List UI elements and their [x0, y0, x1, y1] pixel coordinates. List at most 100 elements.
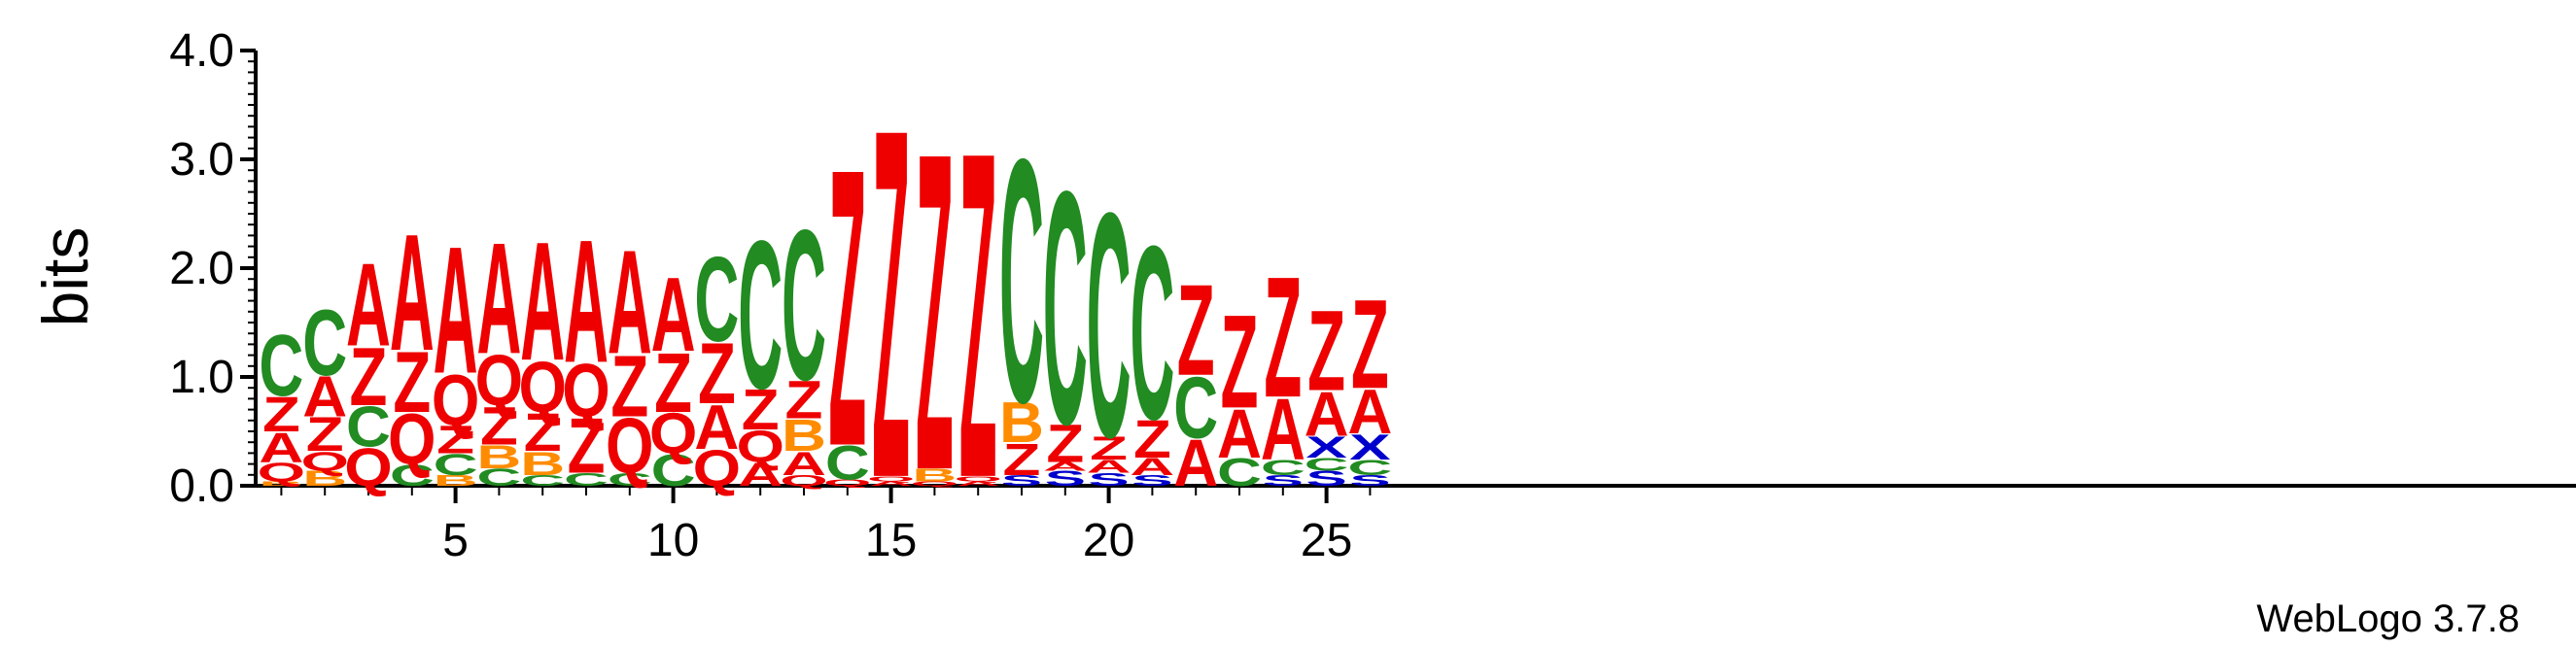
logo-letter-z: Z — [1177, 258, 1215, 403]
logo-letter-x: X — [1305, 430, 1346, 464]
logo-letter-c: C — [346, 395, 391, 460]
logo-letter-c: C — [1130, 195, 1174, 471]
logo-letter-a: A — [1347, 376, 1392, 447]
logo-letter-c: C — [434, 448, 478, 482]
logo-letter-q: Q — [736, 421, 784, 472]
logo-letter-a: A — [259, 424, 303, 471]
logo-letter-b: B — [434, 472, 478, 489]
logo-letter-c: C — [825, 436, 870, 491]
logo-letter-z: Z — [916, 58, 954, 564]
logo-letter-a: A — [1087, 457, 1131, 477]
logo-letter-a: A — [1130, 454, 1174, 481]
logo-letter-b: B — [476, 438, 521, 475]
logo-letter-a: A — [956, 480, 1000, 487]
logo-letter-c: C — [1261, 457, 1305, 480]
y-tick-label: 4.0 — [169, 25, 234, 77]
logo-letter-b: B — [912, 465, 957, 486]
logo-letter-a: A — [564, 204, 609, 399]
logo-letter-s: S — [1045, 467, 1086, 491]
logo-letter-z: Z — [1046, 413, 1084, 474]
x-tick-label: 25 — [1301, 515, 1352, 566]
logo-letter-a: A — [738, 456, 783, 493]
logo-letter-z: Z — [262, 388, 300, 443]
logo-letter-a: A — [694, 392, 739, 462]
logo-letter-s: S — [1349, 472, 1390, 489]
logo-letter-s: S — [1263, 472, 1304, 489]
logo-letter-z: Z — [1003, 433, 1041, 485]
logo-letter-c: C — [651, 444, 696, 495]
logo-letter-s: S — [1131, 472, 1172, 489]
logo-letter-c: C — [564, 469, 609, 490]
logo-letter-q: Q — [562, 349, 609, 432]
logo-letter-c: C — [259, 316, 303, 415]
logo-letter-q: Q — [693, 440, 742, 497]
logo-letter-a: A — [302, 364, 347, 428]
logo-letter-c: C — [694, 232, 739, 367]
logo-column: ACZ — [1173, 258, 1218, 501]
logo-letter-z: Z — [524, 402, 562, 463]
logo-letter-z: Z — [568, 402, 606, 490]
logo-letter-a: A — [1173, 426, 1218, 501]
logo-letter-s: S — [1001, 472, 1042, 489]
logo-letter-z: Z — [742, 378, 780, 442]
logo-letter-q: Q — [867, 474, 916, 483]
logo-letter-a: A — [608, 219, 652, 385]
y-axis-label: bits — [29, 227, 101, 327]
logo-letter-z: Z — [959, 56, 997, 575]
logo-letter-c: C — [390, 459, 435, 493]
logo-letter-z: Z — [1221, 287, 1259, 436]
x-tick-label: 20 — [1083, 515, 1134, 566]
logo-letter-b: B — [302, 467, 347, 491]
logo-letter-z: Z — [610, 336, 648, 435]
y-tick-label: 0.0 — [169, 460, 234, 512]
logo-letter-z: Z — [1133, 408, 1171, 469]
logo-letter-q: Q — [606, 402, 654, 490]
logo-letter-q: Q — [344, 437, 393, 498]
logo-letter-c: C — [1173, 358, 1218, 458]
x-axis: 5 10 15 20 25 — [256, 484, 2576, 566]
logo-letter-a: A — [1043, 460, 1088, 473]
y-tick-label: 1.0 — [169, 352, 234, 403]
logo-letter-z: Z — [1307, 288, 1345, 416]
logo-letter-z: Z — [654, 336, 692, 430]
logo-letter-a: A — [346, 238, 391, 371]
logo-letter-q: Q — [475, 339, 523, 421]
logo-letter-a: A — [1305, 379, 1349, 450]
logo-letter-q: Q — [823, 478, 871, 488]
logo-letter-c: C — [520, 472, 565, 489]
logo-letter-c: C — [476, 464, 521, 492]
logo-column: QCZ — [823, 86, 871, 529]
logo-letter-a: A — [651, 255, 696, 373]
x-tick-label: 10 — [647, 515, 699, 566]
x-tick-label: 15 — [865, 515, 917, 566]
logo-letter-z: Z — [393, 335, 431, 431]
logo-column: QBZ — [911, 58, 959, 564]
logo-letter-c: C — [1087, 147, 1131, 504]
logo-letter-b: B — [999, 391, 1044, 455]
x-tick-label: 5 — [442, 515, 469, 566]
logo-letter-a: A — [520, 206, 565, 395]
logo-letter-q: Q — [258, 457, 306, 487]
logo-letter-q: Q — [954, 474, 1002, 483]
logo-letter-q: Q — [432, 358, 479, 440]
logo-letter-c: C — [1043, 122, 1088, 494]
logo-letter-z: Z — [1090, 429, 1128, 466]
logo-letter-q: Q — [780, 472, 827, 489]
logo-letter-q: Q — [518, 346, 566, 427]
logo-letter-x: X — [1349, 427, 1391, 468]
logo-letter-a: A — [434, 209, 478, 412]
logo-letter-c: C — [782, 187, 826, 426]
logo-column: AQZ — [954, 56, 1002, 575]
logo-letter-b: B — [259, 480, 303, 487]
logo-letter-z: Z — [350, 330, 388, 423]
